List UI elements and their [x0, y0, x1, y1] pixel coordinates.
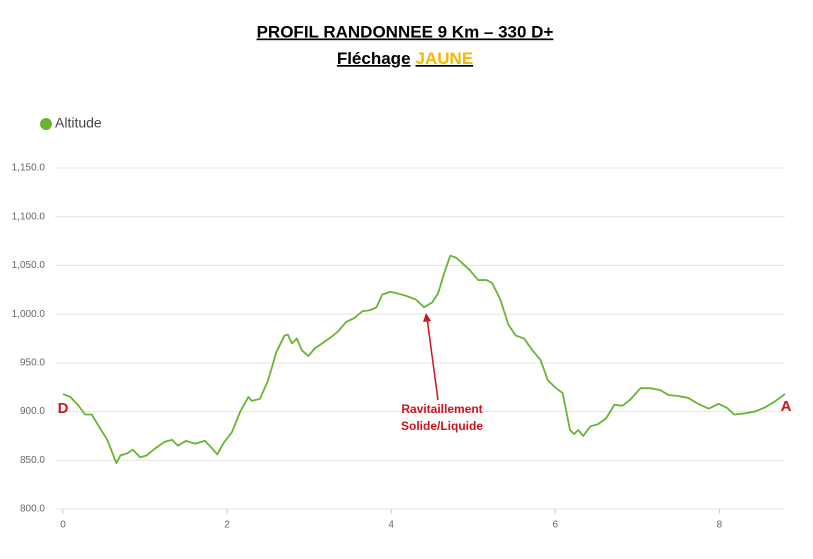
- x-tick-label: 6: [552, 520, 558, 531]
- grid: 800.0 850.0 900.0 950.0 1,000.0 1,050.0 1,100.…: [12, 115, 785, 531]
- arrow-head: [423, 313, 431, 322]
- x-tick-label: 0: [60, 520, 66, 531]
- subtitle-text: Fléchage: [337, 49, 411, 68]
- x-tick-label: 8: [717, 520, 723, 531]
- y-tick-label: 1,150.0: [12, 163, 46, 174]
- annotation-refuel: Ravitaillement: [401, 402, 482, 416]
- x-tick-label: 2: [224, 520, 230, 531]
- y-tick-label: 800.0: [20, 504, 45, 515]
- y-tick-label: 900.0: [20, 406, 45, 417]
- y-tick-label: 1,000.0: [12, 309, 46, 320]
- chart-title: PROFIL RANDONNEE 9 Km – 330 D+: [257, 22, 554, 41]
- y-tick-label: 1,050.0: [12, 260, 46, 271]
- legend-marker: [40, 118, 52, 130]
- y-tick-label: 1,100.0: [12, 211, 46, 222]
- y-tick-label: 950.0: [20, 357, 45, 368]
- annotation-start: D: [58, 400, 69, 417]
- plot: [62, 254, 786, 465]
- annotation-refuel: Solide/Liquide: [401, 419, 483, 433]
- legend-label: Altitude: [55, 115, 102, 131]
- y-tick-label: 850.0: [20, 455, 45, 466]
- line-series: [62, 254, 786, 465]
- annotation-arrow: [426, 317, 439, 401]
- chart-subtitle: Fléchage JAUNE: [337, 49, 473, 68]
- annotation-end: A: [781, 398, 792, 415]
- x-tick-label: 4: [388, 520, 394, 531]
- subtitle-emphasis: JAUNE: [416, 49, 474, 68]
